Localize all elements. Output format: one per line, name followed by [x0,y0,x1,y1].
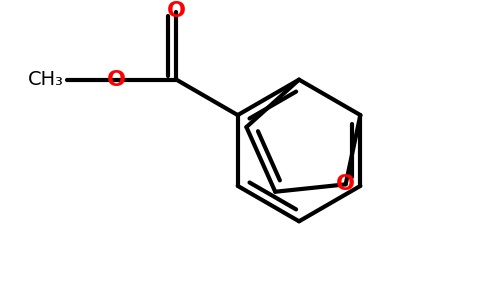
Text: O: O [336,174,355,194]
Text: O: O [106,70,126,90]
Text: CH₃: CH₃ [28,70,64,89]
Text: O: O [167,2,186,21]
